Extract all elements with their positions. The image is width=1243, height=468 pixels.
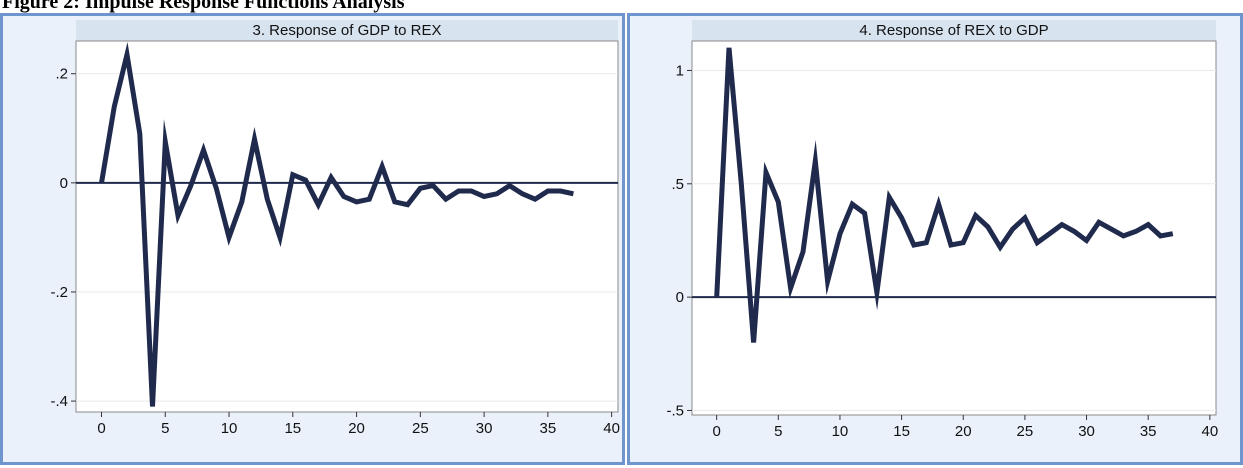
- x-tick-label: 25: [1017, 423, 1034, 440]
- chart-svg-gdp-to-rex: 3. Response of GDP to REX -.4 -.2 0 .2 0 5 10 15…: [50, 20, 620, 437]
- y-tick-label: -.2: [50, 284, 68, 301]
- x-tick-label: 5: [774, 423, 782, 440]
- series-line-rex-to-gdp: [714, 47, 1174, 343]
- plot-area: [75, 40, 619, 413]
- x-tick-label: 35: [1140, 423, 1157, 440]
- x-tick-label: 30: [1078, 423, 1095, 440]
- y-tick-label: 0: [676, 289, 684, 306]
- plot-area: [691, 40, 1217, 416]
- chart-title: 3. Response of GDP to REX: [253, 22, 442, 39]
- x-tick-label: 35: [540, 420, 557, 437]
- y-tick-label: .5: [671, 176, 684, 193]
- chart-panel-gdp-to-rex: 3. Response of GDP to REX -.4 -.2 0 .2 0 5 10 15…: [0, 13, 625, 465]
- x-tick-label: 10: [221, 420, 238, 437]
- chart-title-bar: [692, 20, 1216, 41]
- y-tick-label: -.4: [50, 393, 68, 410]
- y-tick-label: -.5: [666, 402, 684, 419]
- y-tick-label: 0: [60, 175, 68, 192]
- x-tick-label: 5: [161, 420, 169, 437]
- chart-title: 4. Response of REX to GDP: [859, 22, 1048, 39]
- x-tick-label: 20: [348, 420, 365, 437]
- chart-title-bar: [76, 20, 618, 41]
- x-tick-label: 15: [284, 420, 301, 437]
- figure-heading: Figure 2: Impulse Response Functions Ana…: [2, 0, 405, 13]
- x-tick-label: 40: [1201, 423, 1218, 440]
- x-tick-label: 15: [893, 423, 910, 440]
- x-tick-label: 30: [476, 420, 493, 437]
- y-tick-label: 1: [676, 62, 684, 79]
- series-line-gdp-to-rex: [99, 42, 574, 407]
- x-tick-label: 20: [955, 423, 972, 440]
- chart-svg-rex-to-gdp: 4. Response of REX to GDP-.50.510 5 10 15 20…: [666, 20, 1218, 440]
- y-tick-label: .2: [55, 66, 68, 83]
- x-tick-label: 0: [712, 423, 720, 440]
- chart-panel-rex-to-gdp: 4. Response of REX to GDP -.5 0.5 1 0 5 10 15 20…: [627, 13, 1243, 465]
- x-tick-label: 25: [412, 420, 429, 437]
- x-tick-label: 40: [603, 420, 620, 437]
- x-tick-label: 10: [832, 423, 849, 440]
- x-tick-label: 0: [97, 420, 105, 437]
